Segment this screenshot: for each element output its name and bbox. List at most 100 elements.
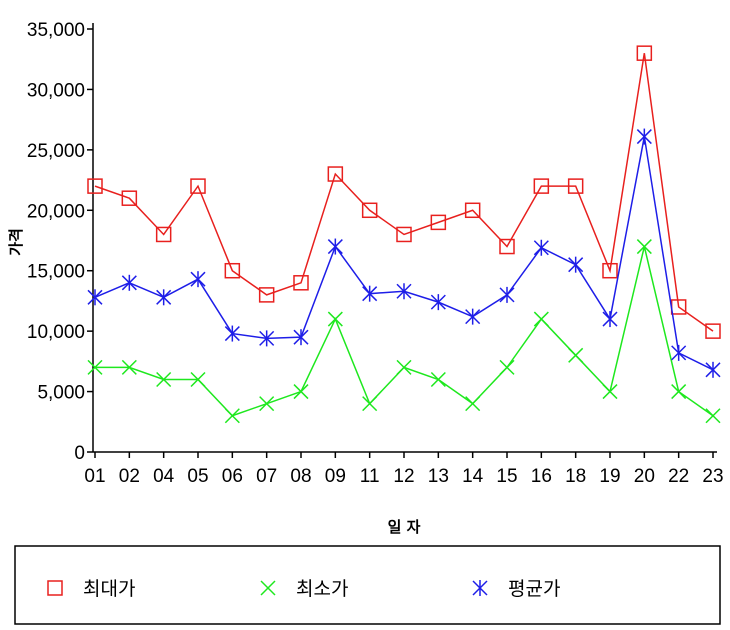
min-price-line	[95, 246, 714, 417]
max-price-point	[430, 214, 447, 231]
min-price-point	[705, 408, 721, 424]
min-price-point	[327, 311, 343, 327]
min-price-point	[533, 311, 549, 327]
min-price-point	[87, 359, 103, 375]
legend-label-min-price: 최소가	[296, 578, 348, 600]
min-price-point-stroke	[121, 359, 137, 375]
max-price-point	[567, 178, 584, 194]
max-price-point-shape	[361, 202, 378, 219]
min-price-point	[430, 371, 446, 388]
min-price-point-stroke	[259, 396, 275, 412]
x-tick-label: 07	[256, 466, 277, 487]
min-price-point-stroke	[430, 371, 446, 388]
legend: 최대가 최소가 평균가	[14, 545, 721, 625]
max-price-point	[464, 202, 481, 219]
legend-marker-avg-price	[472, 580, 488, 596]
max-price-point-shape	[155, 226, 172, 243]
max-price-point	[602, 262, 618, 279]
avg-price-point	[156, 289, 172, 306]
avg-price-point	[293, 329, 309, 346]
min-price-point-stroke	[705, 408, 721, 424]
y-tick-label: 30,000	[27, 80, 85, 101]
x-tick-label: 08	[290, 466, 311, 487]
x-axis-title: 일 자	[388, 518, 421, 536]
avg-price-point	[499, 286, 515, 303]
max-price-point	[705, 323, 721, 339]
avg-price-point	[671, 344, 687, 361]
min-price-point	[156, 371, 172, 388]
max-price-point-shape	[224, 262, 241, 279]
max-price-point	[190, 178, 206, 194]
max-price-point-shape	[602, 262, 618, 279]
min-price-point-stroke	[327, 311, 343, 327]
max-price-point-shape	[567, 178, 584, 194]
x-tick-label: 15	[496, 466, 517, 487]
avg-price-point	[224, 325, 240, 342]
min-price-point-stroke	[156, 371, 172, 388]
min-price-point-stroke	[636, 239, 652, 255]
min-price-point	[671, 384, 687, 400]
x-axis-ticks: 01 02 04 05 06 07 08 09 11 12 13 14 15 16 18 19 20 22 23	[84, 452, 724, 487]
legend-box	[14, 545, 721, 625]
x-tick-label: 20	[634, 466, 655, 487]
max-price-point-shape	[121, 190, 138, 206]
max-price-point-shape	[293, 275, 309, 291]
x-tick-label: 05	[187, 466, 208, 487]
max-price-point-shape	[190, 178, 206, 194]
max-price-point	[636, 45, 653, 61]
max-price-point-shape	[327, 166, 344, 182]
max-price-point	[327, 166, 344, 182]
x-tick-label: 16	[531, 466, 552, 487]
min-price-point-stroke	[499, 359, 515, 375]
x-tick-label: 18	[565, 466, 586, 487]
max-price-point	[293, 275, 309, 291]
max-price-point	[361, 202, 378, 219]
y-tick-label: 35,000	[27, 20, 85, 41]
avg-price-point	[362, 285, 378, 302]
max-price-point-shape	[636, 45, 653, 61]
x-tick-label: 01	[84, 466, 105, 487]
legend-marker-max-price	[47, 580, 63, 596]
x-tick-label: 11	[360, 466, 380, 487]
legend-item-max-price: 최대가	[47, 578, 135, 600]
avg-price-point	[121, 274, 137, 291]
max-price-point-shape	[396, 226, 412, 243]
min-price-point-stroke	[671, 384, 687, 400]
x-tick-label: 13	[428, 466, 449, 487]
min-price-point	[293, 384, 309, 400]
y-tick-label: 0	[74, 443, 85, 464]
x-tick-label: 14	[462, 466, 484, 487]
min-price-point	[259, 396, 275, 412]
avg-price-line	[94, 136, 714, 371]
y-tick-label: 20,000	[27, 201, 85, 222]
max-price-point	[121, 190, 138, 206]
min-price-point-stroke	[362, 396, 378, 412]
avg-price-point	[568, 256, 584, 273]
avg-price-point	[190, 271, 206, 288]
x-tick-label: 23	[702, 466, 723, 487]
legend-item-avg-price: 평균가	[472, 578, 560, 600]
avg-price-point	[87, 289, 103, 306]
max-price-point	[224, 262, 241, 279]
axes	[92, 23, 717, 453]
avg-price-point	[705, 361, 721, 378]
max-price-point-shape	[430, 214, 447, 231]
avg-price-point	[636, 128, 652, 145]
max-price-point-shape	[464, 202, 481, 219]
max-price-point	[396, 226, 412, 243]
min-price-point-stroke	[465, 396, 481, 412]
min-price-point	[602, 384, 618, 400]
y-tick-label: 25,000	[27, 141, 85, 162]
x-tick-label: 19	[599, 466, 620, 487]
avg-price-point	[430, 294, 446, 311]
min-price-point	[499, 359, 515, 375]
max-price-point	[87, 178, 103, 194]
min-price-point	[190, 371, 206, 388]
legend-label-max-price: 최대가	[83, 578, 135, 600]
max-price-point-shape	[258, 287, 275, 303]
legend-marker-max-price-shape	[47, 580, 63, 596]
min-price-point-stroke	[533, 311, 549, 327]
avg-price-point	[602, 311, 618, 328]
min-price-point	[224, 408, 240, 424]
y-axis-ticks: 0 5,000 10,000 15,000 20,000 25,000 30,000 35,0…	[27, 20, 93, 464]
